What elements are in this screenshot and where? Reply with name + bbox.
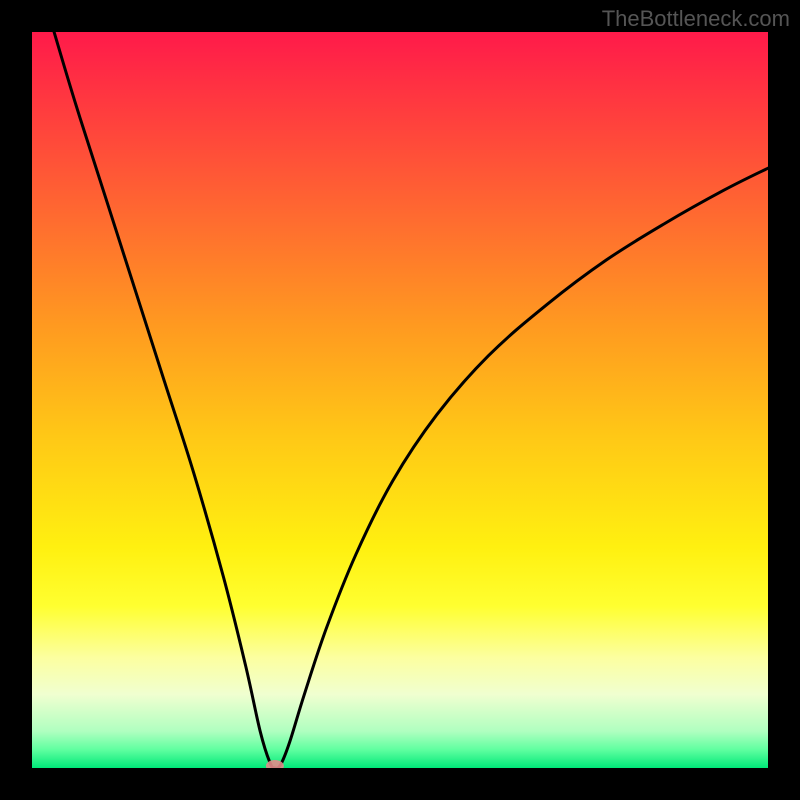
plot-svg xyxy=(32,32,768,768)
chart-container: TheBottleneck.com xyxy=(0,0,800,800)
plot-area xyxy=(32,32,768,768)
plot-background xyxy=(32,32,768,768)
watermark-text: TheBottleneck.com xyxy=(602,6,790,32)
